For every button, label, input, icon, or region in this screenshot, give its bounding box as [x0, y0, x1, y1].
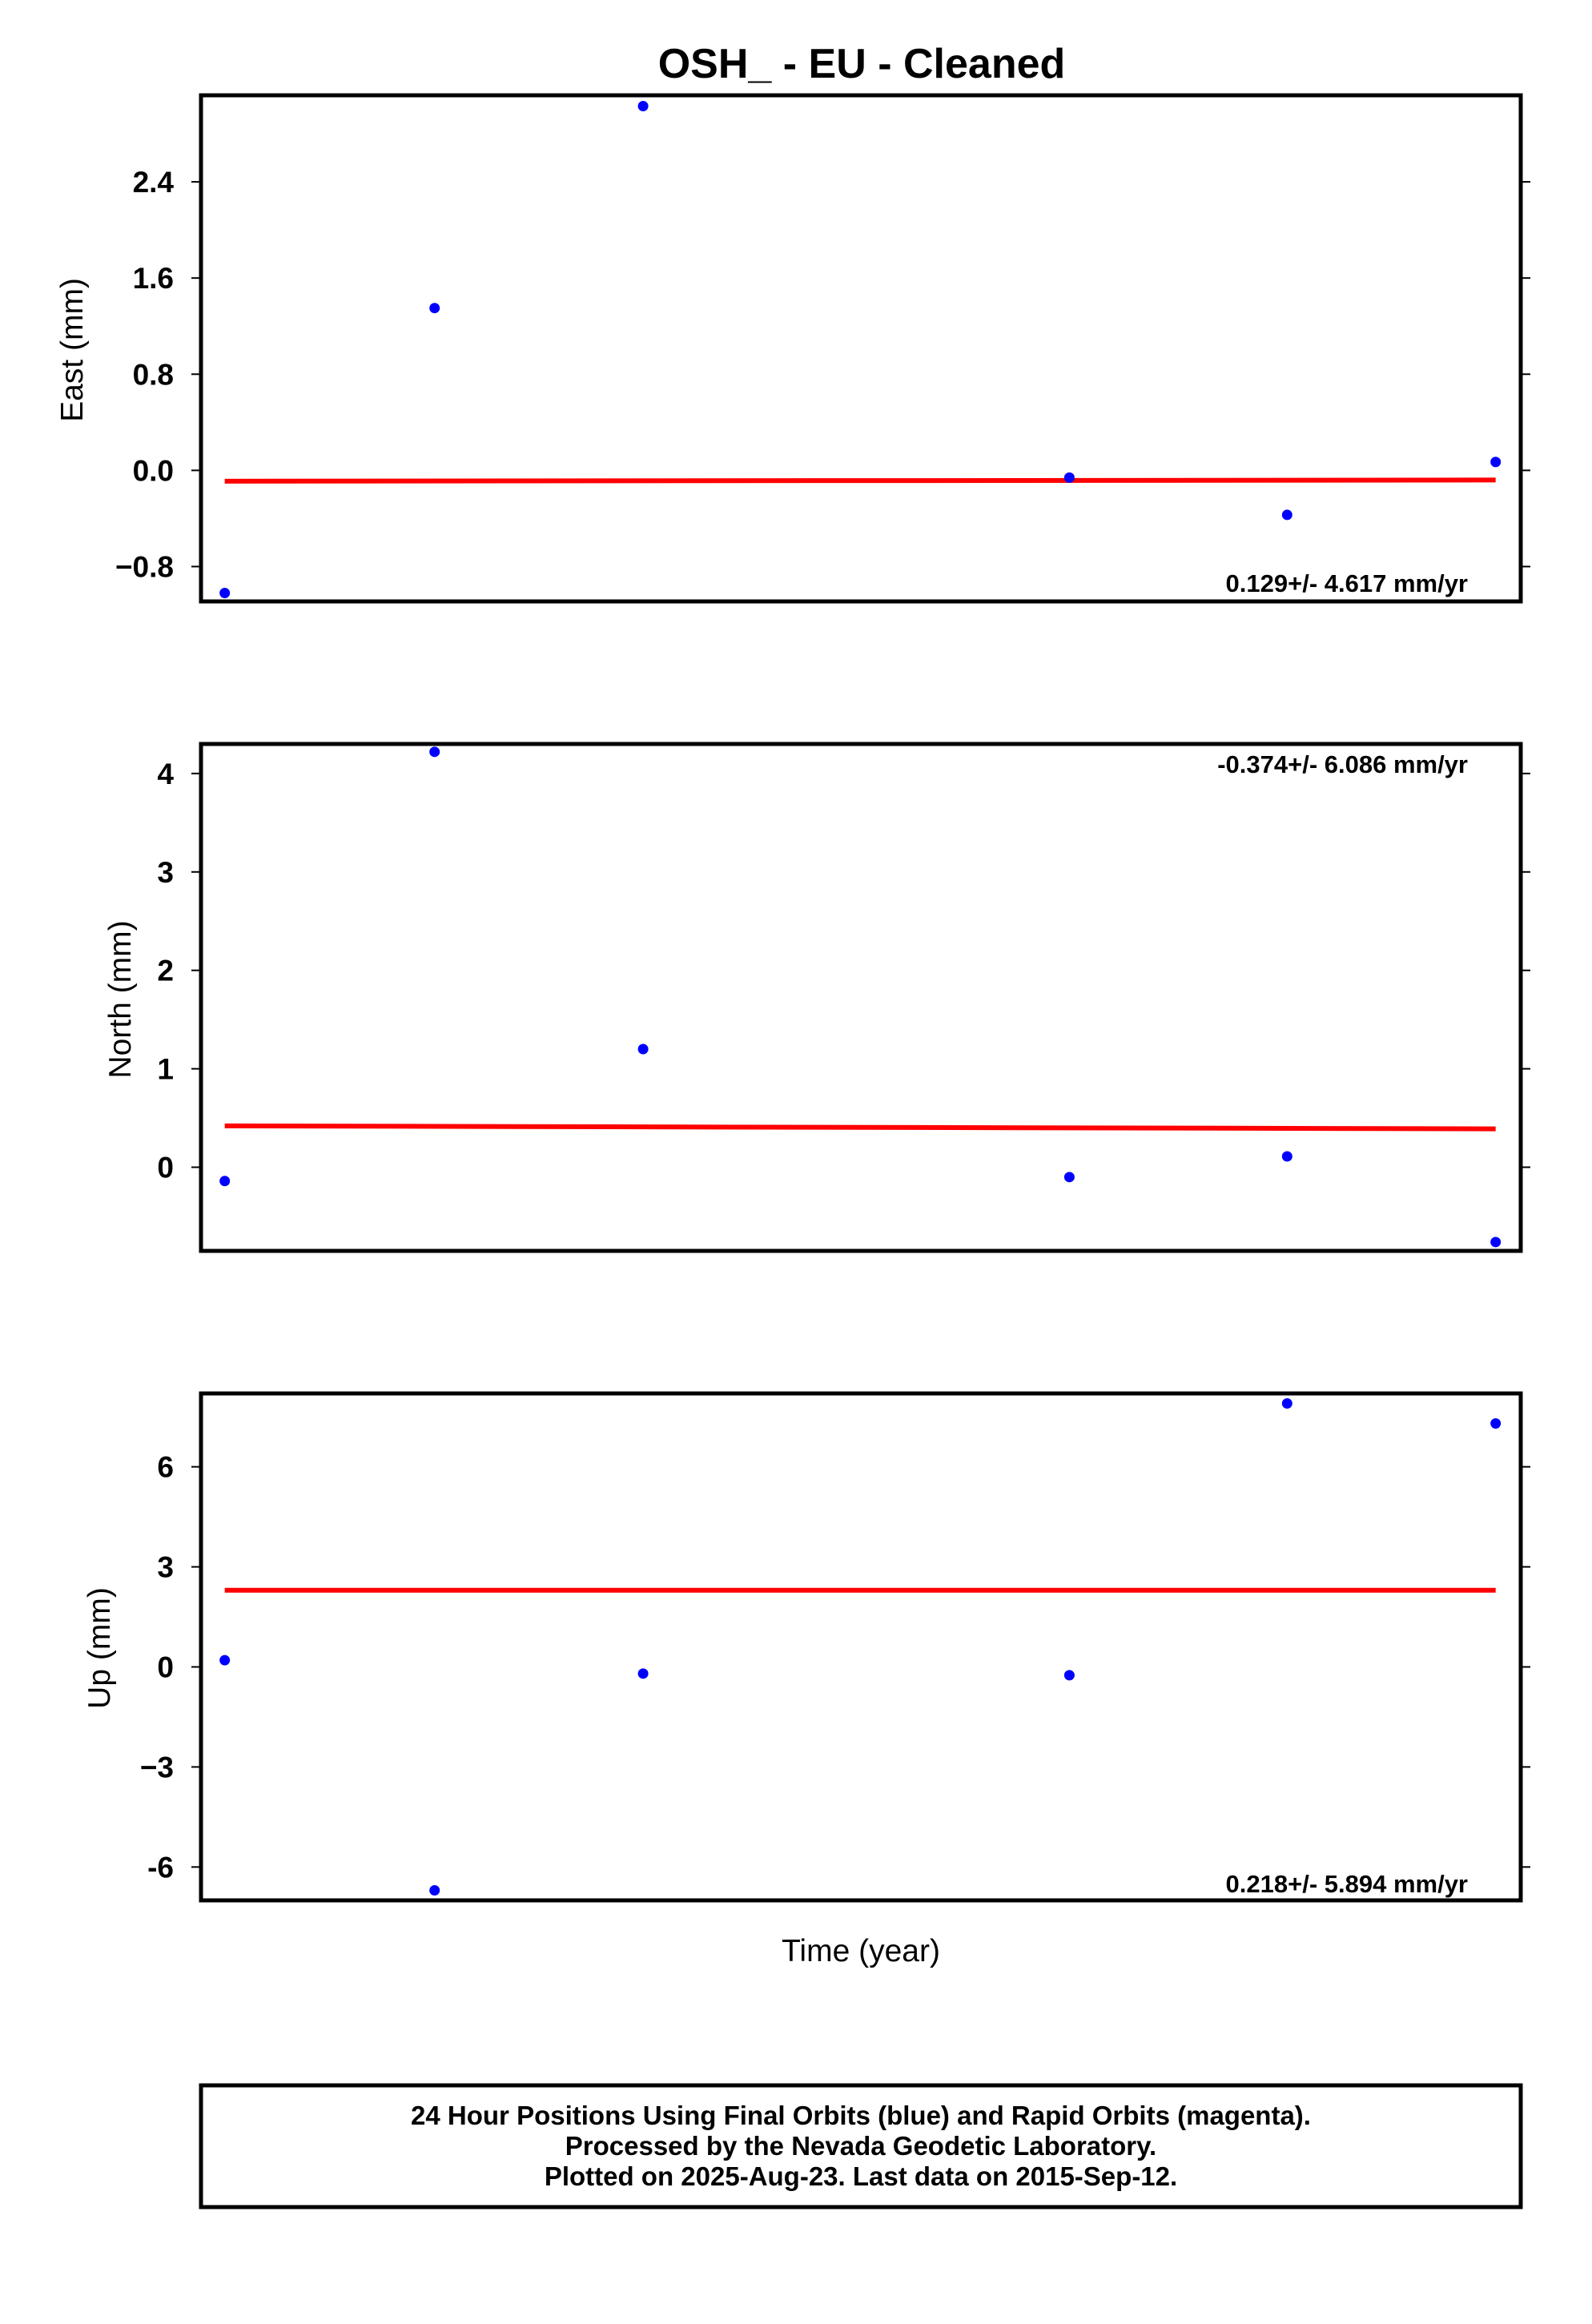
- north-ytick-label: 2: [157, 955, 174, 987]
- up-ytick-label: −3: [140, 1751, 174, 1783]
- north-ytick-label: 4: [157, 758, 174, 790]
- east-data-point: [1281, 509, 1292, 521]
- east-ytick-label: −0.8: [115, 550, 174, 583]
- footer-frame: [199, 2083, 1523, 2209]
- north-data-point: [1063, 1172, 1075, 1183]
- east-data-point: [429, 303, 440, 314]
- up-ylabel: Up (mm): [82, 1587, 117, 1709]
- east-data-point: [637, 101, 649, 112]
- east-ytick-label: 0.0: [133, 454, 174, 487]
- x-axis-label: Time (year): [782, 1934, 940, 1968]
- north-data-point: [637, 1043, 649, 1055]
- chart-title: OSH_ - EU - Cleaned: [658, 41, 1066, 87]
- up-ytick-label: 3: [157, 1551, 174, 1584]
- up-ytick-label: 6: [157, 1451, 174, 1484]
- footer-line-2: Processed by the Nevada Geodetic Laborat…: [565, 2131, 1156, 2161]
- east-data-point: [1490, 456, 1502, 468]
- up-data-point: [1490, 1417, 1502, 1429]
- footer-box: 24 Hour Positions Using Final Orbits (bl…: [199, 2083, 1523, 2209]
- east-ytick-label: 0.8: [133, 358, 174, 391]
- north-data-point: [1490, 1236, 1502, 1248]
- up-data-point: [1063, 1670, 1075, 1681]
- north-ytick-label: 0: [157, 1152, 174, 1184]
- east-panel: East (mm) 0.129+/- 4.617 mm/yr 2.4 1.6 0.8…: [55, 93, 1530, 604]
- north-panel: North (mm) -0.374+/- 6.086 mm/yr 4 3 2 1 0: [103, 742, 1530, 1253]
- north-data-point: [219, 1176, 231, 1187]
- footer-line-3: Plotted on 2025-Aug-23. Last data on 201…: [545, 2161, 1177, 2191]
- east-data-point: [219, 587, 231, 598]
- up-plot-frame: [199, 1391, 1523, 1903]
- east-ytick-label: 1.6: [133, 262, 174, 295]
- up-data-point: [429, 1885, 440, 1896]
- north-ytick-label: 1: [157, 1053, 174, 1086]
- north-ylabel: North (mm): [103, 920, 138, 1078]
- east-data-point: [1063, 472, 1075, 483]
- up-data-point: [219, 1655, 231, 1666]
- north-trend-line: [224, 1123, 1496, 1132]
- footer-line-1: 24 Hour Positions Using Final Orbits (bl…: [411, 2101, 1311, 2130]
- up-panel: Up (mm) 0.218+/- 5.894 mm/yr 6 3 0 −3 -6: [82, 1391, 1530, 1903]
- north-rate-label: -0.374+/- 6.086 mm/yr: [1217, 750, 1468, 778]
- up-ytick-label: -6: [147, 1851, 174, 1884]
- north-ytick-label: 3: [157, 856, 174, 889]
- north-data-point: [429, 746, 440, 758]
- east-plot-frame: [199, 93, 1523, 604]
- up-ytick-label: 0: [157, 1651, 174, 1683]
- north-plot-frame: [199, 742, 1523, 1253]
- up-data-point: [637, 1668, 649, 1679]
- east-ylabel: East (mm): [55, 278, 90, 422]
- up-rate-label: 0.218+/- 5.894 mm/yr: [1226, 1870, 1468, 1898]
- east-rate-label: 0.129+/- 4.617 mm/yr: [1226, 569, 1468, 597]
- east-ytick-label: 2.4: [133, 166, 175, 199]
- east-trend-line: [224, 477, 1496, 484]
- north-data-point: [1281, 1151, 1292, 1162]
- up-data-point: [1281, 1397, 1292, 1409]
